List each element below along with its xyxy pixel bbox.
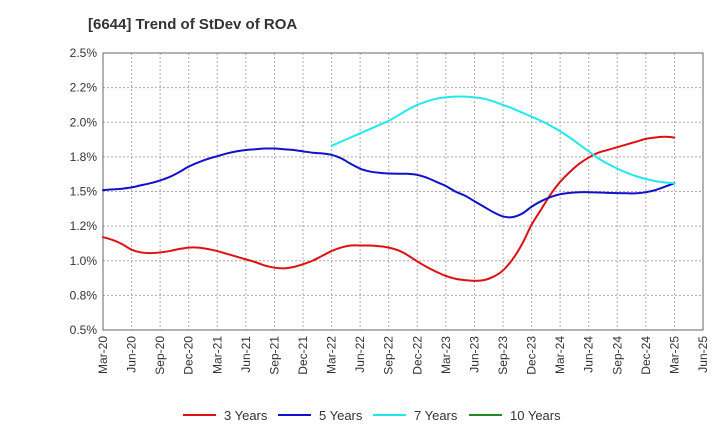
legend-label-3-years: 3 Years — [224, 408, 268, 423]
plot-frame — [102, 52, 704, 331]
y-tick-label: 1.2% — [70, 219, 98, 233]
x-tick-label: Sep-20 — [153, 336, 167, 375]
legend-label-7-years: 7 Years — [414, 408, 458, 423]
legend-label-10-years: 10 Years — [510, 408, 561, 423]
x-tick-label: Mar-25 — [667, 336, 681, 374]
x-tick-label: Mar-24 — [553, 336, 567, 374]
x-tick-label: Mar-22 — [325, 336, 339, 374]
chart-title: [6644] Trend of StDev of ROA — [88, 16, 297, 33]
x-tick-label: Jun-22 — [353, 336, 367, 373]
x-tick-label: Sep-24 — [610, 336, 624, 375]
x-tick-label: Jun-24 — [582, 336, 596, 373]
y-tick-label: 0.8% — [70, 288, 98, 302]
x-tick-label: Dec-22 — [410, 336, 424, 375]
x-tick-label: Jun-21 — [239, 336, 253, 373]
y-gridlines — [103, 87, 703, 296]
x-tick-label: Jun-25 — [696, 336, 710, 373]
y-tick-label: 2.5% — [70, 46, 98, 60]
y-tick-label: 2.2% — [70, 81, 98, 95]
series-line-7-years — [330, 95, 676, 185]
x-axis-tick-labels: Mar-20 Jun-20 Sep-20 Dec-20 Mar-21 Jun-21 Sep-… — [96, 336, 710, 375]
y-tick-label: 1.8% — [70, 150, 98, 164]
y-tick-label: 2.0% — [70, 115, 98, 129]
y-tick-label: 0.5% — [70, 323, 98, 337]
x-tick-label: Dec-21 — [296, 336, 310, 375]
x-tick-label: Jun-23 — [467, 336, 481, 373]
x-tick-label: Mar-23 — [439, 336, 453, 374]
y-axis-tick-labels: 0.5% 0.8% 1.0% 1.2% 1.5% 1.8% 2.0% 2.2% 2.5% — [70, 46, 98, 337]
x-tick-label: Dec-24 — [639, 336, 653, 375]
y-tick-label: 1.0% — [70, 254, 98, 268]
x-tick-label: Mar-21 — [210, 336, 224, 374]
y-tick-label: 1.5% — [70, 185, 98, 199]
series-line-3-years — [102, 135, 676, 282]
x-tick-label: Dec-20 — [182, 336, 196, 375]
series-line-5-years — [102, 147, 676, 219]
legend-label-5-years: 5 Years — [319, 408, 363, 423]
x-tick-label: Dec-23 — [525, 336, 539, 375]
x-tick-label: Sep-23 — [496, 336, 510, 375]
x-tick-label: Sep-22 — [382, 336, 396, 375]
x-tick-label: Jun-20 — [125, 336, 139, 373]
x-tick-label: Sep-21 — [267, 336, 281, 375]
legend: 3 Years 5 Years 7 Years 10 Years — [183, 408, 561, 423]
x-tick-label: Mar-20 — [96, 336, 110, 374]
series-lines — [102, 95, 676, 282]
